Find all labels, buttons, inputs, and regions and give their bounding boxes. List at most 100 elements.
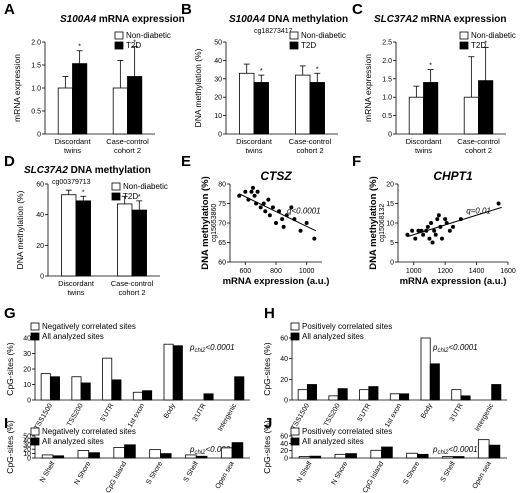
y-tick-label: 60: [218, 260, 226, 267]
bar-b-t2d: [253, 82, 269, 135]
scatter-point-f: [432, 228, 437, 233]
category-label: Open sea: [215, 460, 236, 490]
scatter-point-e: [255, 189, 260, 194]
y-axis-label-g: CpG-sites (%): [5, 342, 15, 396]
y-tick-label: 15: [386, 201, 394, 208]
y-axis-probe-e: cg15653860: [211, 204, 218, 243]
bar-g-all: [203, 393, 214, 401]
stat-sub: chi2: [437, 348, 449, 354]
y-tick-label-c: 2.5: [382, 40, 392, 47]
bar-g-all: [80, 382, 91, 401]
scatter-point-f: [435, 217, 440, 222]
panel-label-f: F: [352, 153, 361, 170]
y-tick-label-i: 40: [23, 438, 31, 445]
y-tick-label-i: 10: [23, 451, 31, 458]
scatter-point-e: [251, 185, 255, 190]
y-tick-label-b: 40: [214, 58, 222, 65]
bar-j-subset: [477, 439, 490, 459]
gene-title-e: CTSZ: [260, 169, 292, 183]
stat-sub: chi2: [437, 450, 449, 456]
group-label: cohort 2: [118, 288, 145, 297]
legend-label: Non-diabetic: [471, 31, 516, 40]
scatter-point-e: [298, 228, 303, 233]
category-label: 1st exon: [384, 402, 403, 429]
p-chi2-h: pchi2<0.0001: [432, 343, 478, 354]
bar-i-subset: [113, 447, 125, 459]
panel-label-a: A: [4, 1, 15, 18]
x-tick-label: 1200: [437, 268, 453, 275]
bar-g-subset: [132, 391, 143, 401]
y-tick-label-j: 40: [280, 441, 288, 448]
group-label: Discordant: [58, 279, 95, 288]
legend-label: Positively correlated sites: [302, 427, 392, 436]
scatter-point-e: [289, 205, 294, 210]
legend-label: All analyzed sites: [42, 437, 104, 446]
category-label: S Shelf: [183, 460, 200, 483]
y-tick-label-d: 40: [36, 212, 44, 219]
legend-label: Negatively correlated sites: [42, 427, 136, 436]
significance-marker: *: [484, 41, 487, 48]
y-tick-label-a: 0: [37, 132, 41, 139]
bar-i-subset: [220, 447, 233, 459]
bar-j-all: [417, 453, 429, 459]
panel-label-i: I: [4, 415, 8, 432]
scatter-point-e: [281, 224, 286, 229]
significance-marker: *: [82, 189, 85, 196]
x-tick-label: 1400: [469, 268, 485, 275]
y-tick-label-c: 1.0: [382, 95, 392, 102]
scatter-point-e: [261, 201, 266, 206]
category-label: Body: [420, 402, 434, 420]
y-tick-label: 0: [390, 260, 394, 267]
bar-h-subset: [297, 389, 308, 401]
x-tick-label: 800: [270, 268, 282, 275]
y-tick-label-b: 10: [214, 113, 222, 120]
bar-b-nondiabetic: [239, 72, 255, 135]
bar-h-all: [399, 393, 410, 401]
scatter-point-f: [496, 201, 501, 206]
y-tick-label-j: 60: [280, 434, 288, 441]
stat-rest: <0.0001: [448, 445, 477, 454]
panel-title-a: S100A4 mRNA expression: [60, 14, 185, 25]
y-tick-label-i: 30: [23, 442, 31, 449]
legend-swatch: [114, 41, 124, 50]
stat-p: p: [189, 343, 195, 352]
bar-g-all: [172, 345, 183, 401]
y-tick-label-h: 20: [280, 377, 288, 384]
y-axis-label-d: DNA methylation (%): [15, 190, 25, 269]
y-tick-label-c: 0: [388, 132, 392, 139]
bar-d-nondiabetic: [61, 194, 77, 277]
significance-marker: *: [260, 68, 263, 75]
scatter-point-e: [252, 193, 257, 198]
scatter-point-e: [270, 205, 275, 210]
group-label: Case-control: [457, 137, 500, 146]
legend-label: T2D: [301, 41, 316, 50]
bar-h-subset: [420, 337, 431, 401]
gene-title-f: CHPT1: [433, 169, 473, 183]
y-axis-label-j: CpG-sites (%): [262, 420, 272, 474]
bar-a-nondiabetic: [112, 87, 128, 135]
panel-label-b: B: [181, 1, 192, 18]
x-tick-label: 1600: [500, 268, 516, 275]
significance-marker: *: [429, 63, 432, 70]
category-label: S Shore: [402, 460, 421, 485]
legend-swatch: [290, 437, 300, 446]
scatter-point-e: [266, 197, 271, 202]
bar-h-all: [491, 384, 502, 401]
stat-p: p: [189, 445, 195, 454]
fit-line-e: [238, 193, 317, 232]
bar-j-all: [381, 446, 393, 459]
legend-swatch: [289, 41, 299, 50]
title-gene: SLC37A2: [24, 165, 68, 176]
panel-subtitle-d: cg00379713: [52, 179, 91, 186]
legend-label: All analyzed sites: [302, 437, 364, 446]
bar-a-t2d: [72, 63, 88, 135]
bar-a-nondiabetic: [57, 87, 73, 135]
panel-label-d: D: [4, 153, 15, 170]
bar-i-all: [88, 452, 100, 459]
y-tick-label-g: 10: [23, 382, 31, 389]
category-label: Intergenic: [474, 402, 496, 433]
group-label: Discordant: [55, 137, 92, 146]
y-tick-label: 10: [386, 221, 394, 228]
group-label: cohort 2: [114, 146, 141, 155]
